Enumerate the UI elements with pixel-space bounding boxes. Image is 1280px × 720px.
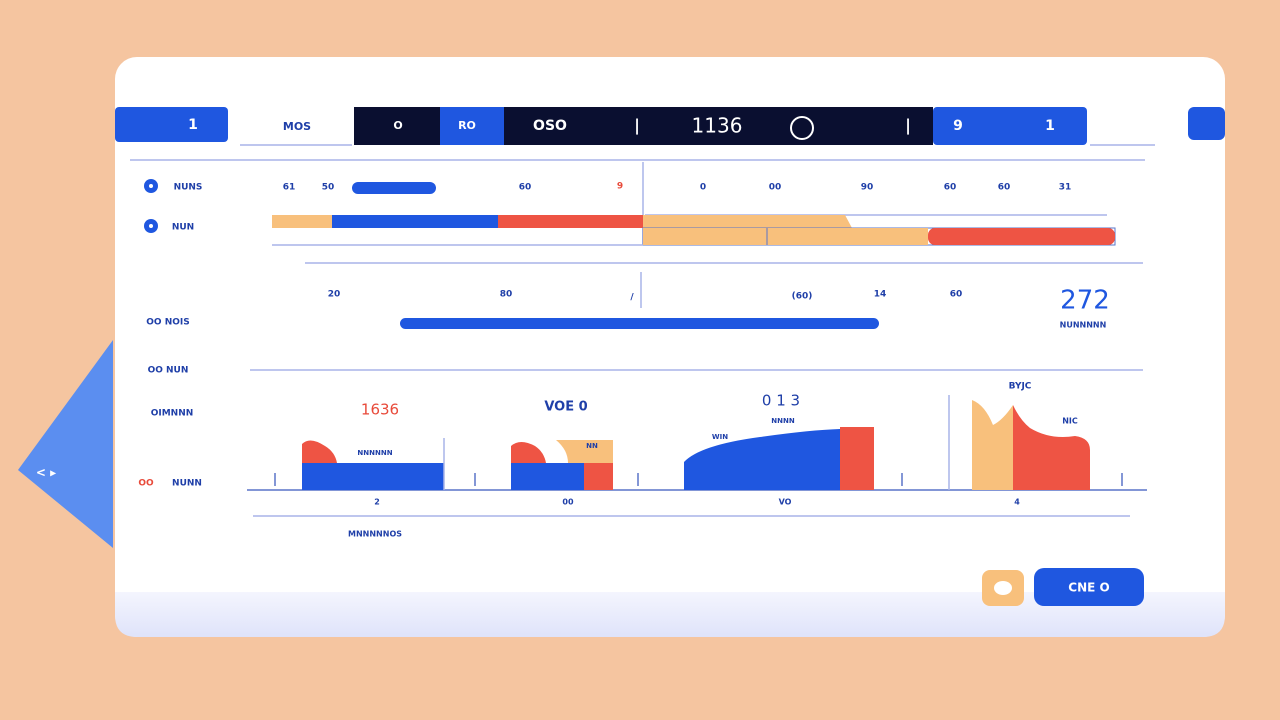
bullet-dot bbox=[149, 224, 153, 228]
group-header: 0 1 3 bbox=[762, 392, 800, 410]
bar-segment bbox=[272, 215, 332, 228]
row-value: 90 bbox=[861, 183, 874, 193]
row-label: NUN bbox=[172, 223, 194, 233]
bar-segment bbox=[643, 228, 928, 245]
shape bbox=[511, 463, 584, 490]
summary-caption: NUNNNNN bbox=[1060, 321, 1107, 330]
bar-segment bbox=[928, 228, 1115, 245]
bullet-dot bbox=[149, 184, 153, 188]
inner-label: NNNN bbox=[771, 417, 795, 425]
row-label: OO NUN bbox=[148, 366, 189, 376]
group-header: VOE 0 bbox=[544, 400, 587, 415]
panel-footer bbox=[115, 592, 1225, 637]
left-button[interactable] bbox=[115, 107, 228, 142]
scale-label: (60) bbox=[792, 292, 813, 302]
row-value: 31 bbox=[1059, 183, 1072, 193]
shape bbox=[1013, 405, 1090, 490]
segment[interactable]: 1 bbox=[1045, 118, 1055, 134]
separator: | bbox=[634, 116, 640, 136]
active-segment[interactable] bbox=[440, 107, 504, 145]
icon bbox=[994, 581, 1012, 595]
shape bbox=[302, 440, 337, 463]
inner-label: WIN bbox=[712, 433, 728, 441]
icon[interactable] bbox=[790, 116, 814, 140]
shape bbox=[511, 442, 546, 463]
separator: | bbox=[905, 116, 911, 136]
row-value: 00 bbox=[769, 183, 782, 193]
inner-label: NNNNNN bbox=[357, 449, 392, 457]
corner-button[interactable] bbox=[1188, 107, 1225, 140]
scale-label: 14 bbox=[874, 290, 887, 300]
summary-value: 272 bbox=[1060, 286, 1110, 316]
axis-label: 2 bbox=[374, 498, 380, 507]
row-value: 60 bbox=[519, 183, 532, 193]
bar-segment bbox=[332, 215, 498, 228]
shape bbox=[302, 463, 444, 490]
panel bbox=[115, 57, 1225, 637]
axis-label: 00 bbox=[562, 498, 574, 507]
segment[interactable]: 1136 bbox=[692, 114, 743, 138]
progress-bar bbox=[400, 318, 879, 329]
shape bbox=[840, 427, 874, 490]
tab-label[interactable]: MOS bbox=[283, 120, 311, 133]
axis-label: 4 bbox=[1014, 498, 1020, 507]
scale-label: 20 bbox=[328, 290, 341, 300]
row-label: OO bbox=[138, 479, 154, 489]
bar-segment bbox=[643, 215, 852, 228]
group-header: 1636 bbox=[361, 401, 399, 419]
row-value: 50 bbox=[322, 183, 335, 193]
left-button-label: 1 bbox=[188, 117, 198, 133]
segment[interactable]: 9 bbox=[953, 118, 963, 134]
row-value: 9 bbox=[617, 182, 623, 192]
axis-label: VO bbox=[779, 498, 792, 507]
row-label: OIMNNN bbox=[151, 409, 194, 419]
inner-label: NIC bbox=[1062, 417, 1078, 426]
shape bbox=[972, 400, 1013, 490]
scale-label: / bbox=[630, 293, 634, 303]
inner-label: NN bbox=[586, 442, 598, 450]
shape bbox=[684, 429, 840, 490]
row-value: 60 bbox=[944, 183, 957, 193]
side-tab[interactable] bbox=[18, 340, 113, 548]
row-value: 0 bbox=[700, 183, 706, 193]
action-button-label: CNE O bbox=[1068, 581, 1109, 595]
segment[interactable]: RO bbox=[458, 119, 476, 132]
shape bbox=[556, 440, 613, 463]
scale-label: 60 bbox=[950, 290, 963, 300]
row-label: NUNN bbox=[172, 479, 202, 489]
pill bbox=[352, 182, 436, 194]
segment[interactable]: O bbox=[393, 119, 402, 132]
shape bbox=[584, 463, 613, 490]
scale-label: 80 bbox=[500, 290, 513, 300]
ticks bbox=[274, 473, 1123, 486]
row-value: 60 bbox=[998, 183, 1011, 193]
row-label: OO NOIS bbox=[146, 318, 189, 328]
bar-segment bbox=[498, 215, 643, 228]
action-button[interactable] bbox=[1034, 568, 1144, 606]
segment[interactable]: OSO bbox=[533, 118, 567, 134]
row-label: NUNS bbox=[174, 183, 203, 193]
group-header: BYJC bbox=[1009, 382, 1032, 392]
side-tab-label: < ▸ bbox=[36, 466, 56, 480]
row-value: 61 bbox=[283, 183, 296, 193]
footer-label: MNNNNNOS bbox=[348, 530, 402, 539]
right-bar bbox=[933, 107, 1087, 145]
